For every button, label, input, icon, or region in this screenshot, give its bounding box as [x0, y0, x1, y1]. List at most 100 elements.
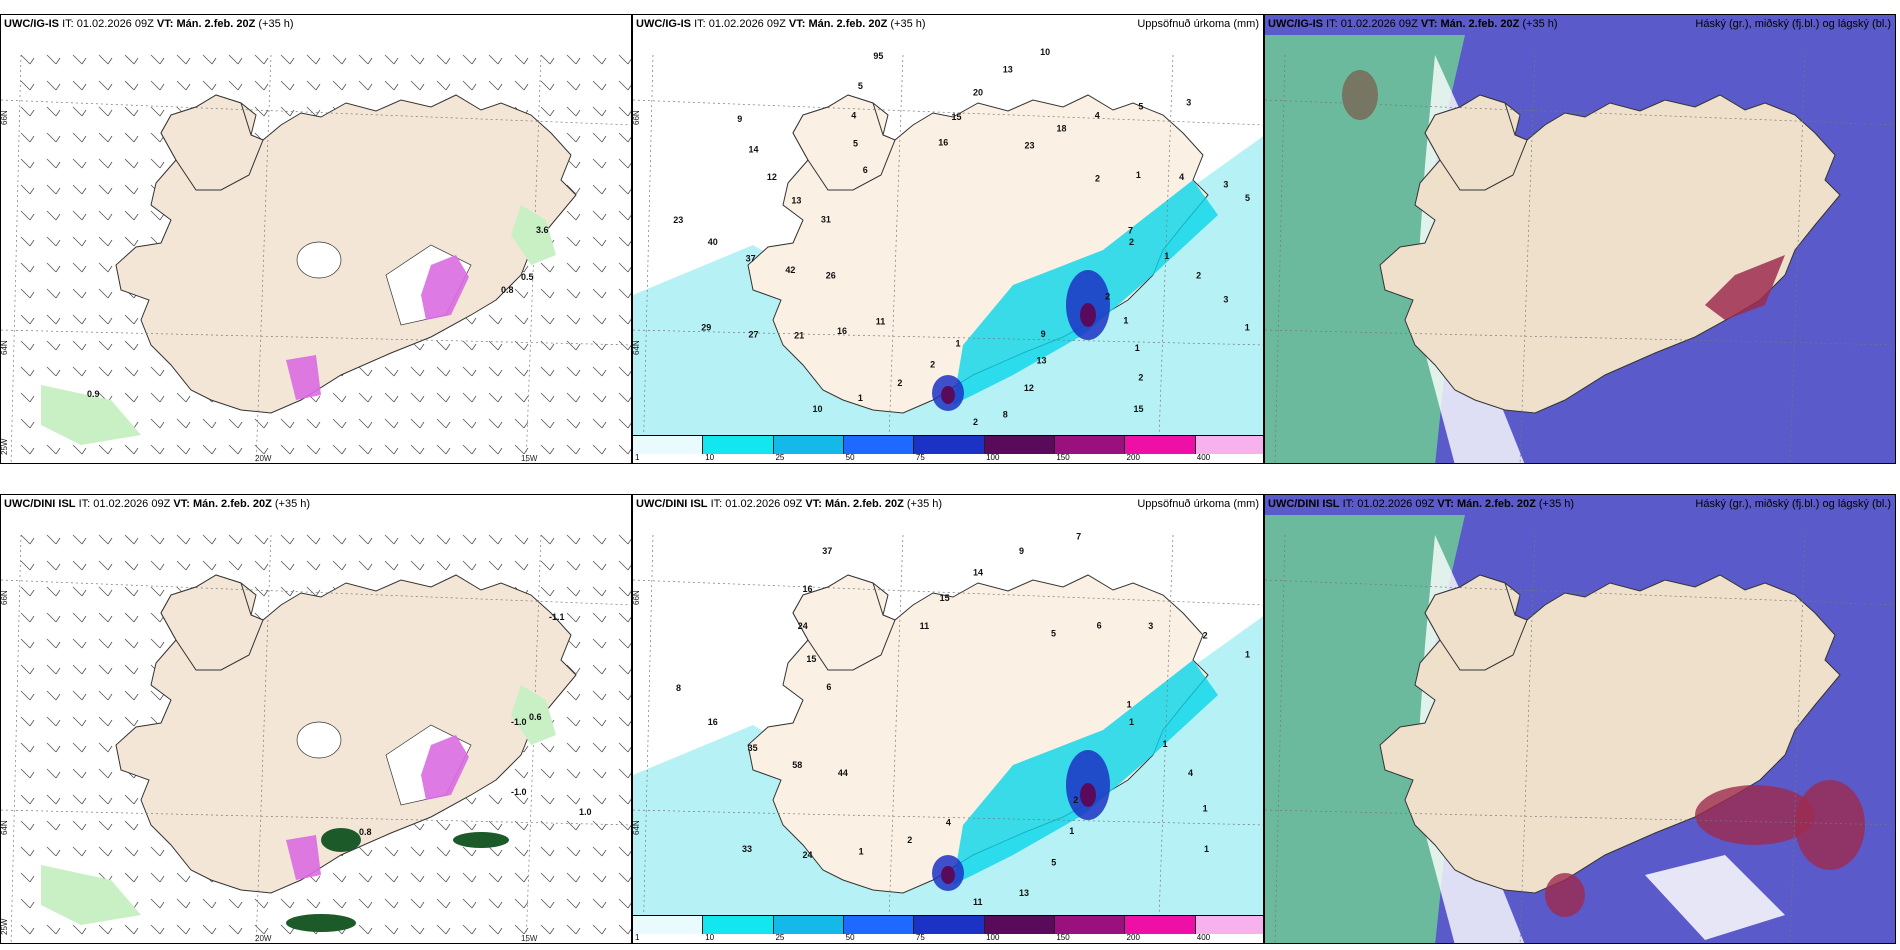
- barb-staff: [72, 768, 83, 779]
- barb-flag: [107, 641, 113, 649]
- colorbar-tick-label: 1: [635, 933, 640, 942]
- wind-barb: [20, 586, 35, 597]
- barb-staff: [72, 106, 83, 117]
- wind-barb: [592, 846, 607, 857]
- barb-flag: [497, 901, 503, 909]
- colorbar-tick-label: 50: [845, 453, 855, 462]
- precip-value-label: 13: [791, 195, 801, 205]
- barb-staff: [72, 586, 83, 597]
- wind-barb: [618, 586, 631, 597]
- barb-flag: [55, 135, 61, 143]
- wind-barb: [20, 638, 35, 649]
- barb-flag: [471, 395, 477, 403]
- wind-barb: [540, 392, 555, 403]
- barb-staff: [150, 80, 161, 91]
- barb-flag: [29, 563, 35, 571]
- barb-staff: [98, 534, 109, 545]
- barb-flag: [107, 849, 113, 857]
- barb-staff: [384, 54, 395, 65]
- barb-staff: [46, 314, 57, 325]
- barb-staff: [124, 236, 135, 247]
- barb-flag: [55, 927, 61, 935]
- barb-flag: [159, 109, 165, 117]
- wind-barb: [410, 872, 425, 883]
- barb-staff: [20, 820, 31, 831]
- wind-barb: [566, 846, 581, 857]
- barb-flag: [81, 447, 87, 455]
- barb-flag: [445, 901, 451, 909]
- wind-barb: [20, 768, 35, 779]
- wind-barb: [618, 638, 631, 649]
- barb-flag: [81, 615, 87, 623]
- barb-flag: [289, 589, 295, 597]
- barb-flag: [627, 824, 631, 831]
- barb-flag: [393, 447, 399, 455]
- barb-flag: [575, 771, 581, 779]
- barb-flag: [315, 875, 321, 883]
- barb-staff: [592, 612, 603, 623]
- barb-flag: [627, 902, 631, 909]
- wind-barb: [98, 106, 113, 117]
- colorbar-segment: [773, 436, 844, 454]
- barb-staff: [592, 924, 603, 935]
- wind-barb: [228, 534, 243, 545]
- colorbar-tick-label: 400: [1196, 933, 1211, 942]
- barb-staff: [150, 366, 161, 377]
- precip-value-label: 26: [826, 271, 836, 281]
- wind-barb: [20, 898, 35, 909]
- barb-flag: [445, 849, 451, 857]
- barb-flag: [263, 537, 269, 545]
- barb-flag: [471, 57, 477, 65]
- wind-barb: [72, 768, 87, 779]
- wind-barb: [462, 54, 477, 65]
- barb-flag: [107, 109, 113, 117]
- wind-barb: [150, 392, 165, 403]
- barb-flag: [263, 589, 269, 597]
- wind-barb: [566, 132, 581, 143]
- barb-staff: [488, 534, 499, 545]
- barb-flag: [341, 447, 347, 455]
- lon-label-15w: 15W: [521, 934, 538, 943]
- wind-barb: [462, 366, 477, 377]
- wind-barb: [98, 184, 113, 195]
- barb-flag: [471, 83, 477, 91]
- barb-flag: [445, 421, 451, 429]
- temp-value-label: 0.6: [529, 712, 542, 722]
- barb-staff: [592, 132, 603, 143]
- wind-barb: [150, 210, 165, 221]
- barb-staff: [20, 288, 31, 299]
- barb-staff: [514, 846, 525, 857]
- barb-flag: [419, 57, 425, 65]
- barb-staff: [72, 742, 83, 753]
- barb-staff: [358, 54, 369, 65]
- barb-flag: [211, 57, 217, 65]
- barb-flag: [185, 447, 191, 455]
- barb-staff: [592, 184, 603, 195]
- colorbar-tick-label: 100: [986, 453, 1000, 462]
- wind-barb: [462, 898, 477, 909]
- barb-staff: [566, 80, 577, 91]
- barb-staff: [72, 262, 83, 273]
- barb-staff: [332, 534, 343, 545]
- wind-barb: [384, 846, 399, 857]
- barb-staff: [124, 820, 135, 831]
- wind-barb: [566, 924, 581, 935]
- wind-barb: [280, 106, 295, 117]
- barb-flag: [81, 641, 87, 649]
- barb-flag: [523, 265, 529, 273]
- wind-barb: [488, 366, 503, 377]
- barb-flag: [29, 849, 35, 857]
- barb-flag: [419, 563, 425, 571]
- barb-staff: [124, 664, 135, 675]
- barb-staff: [618, 184, 629, 195]
- barb-staff: [514, 80, 525, 91]
- barb-flag: [107, 369, 113, 377]
- barb-staff: [436, 392, 447, 403]
- latitude-gridline: [1265, 809, 1895, 826]
- barb-flag: [549, 849, 555, 857]
- precip-value-label: 23: [1025, 141, 1035, 151]
- barb-flag: [549, 589, 555, 597]
- barb-staff: [488, 898, 499, 909]
- barb-flag: [81, 239, 87, 247]
- wind-barb: [618, 262, 631, 273]
